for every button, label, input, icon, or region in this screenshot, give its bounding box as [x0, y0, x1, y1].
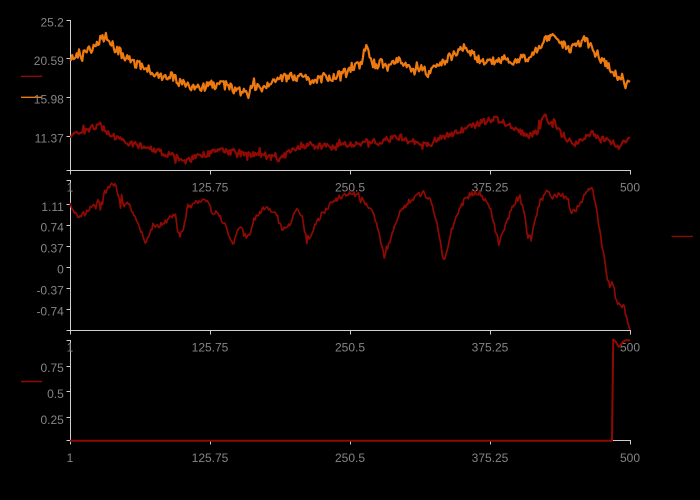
x-tick-label-bottom-0: 1 [67, 451, 74, 465]
y-tick-label-bottom-1: 0.5 [47, 387, 64, 401]
series-line-top-0 [69, 113, 631, 165]
y-tick-label-middle-1: 0.74 [40, 221, 64, 235]
x-tick-label-bottom-4: 500 [620, 451, 640, 465]
x-tick-label-middle-2: 250.5 [335, 340, 365, 354]
series-line-bottom-0 [70, 338, 631, 442]
y-tick-label-middle-2: 0.37 [40, 242, 64, 256]
x-tick-label-middle-1: 125.75 [192, 340, 229, 354]
y-tick-label-top-2: 15.98 [34, 93, 64, 107]
y-tick-label-middle-5: -0.74 [36, 304, 64, 318]
x-tick-label-top-0: 1 [67, 180, 74, 194]
legends-layer [21, 75, 693, 383]
x-tick-label-top-1: 125.75 [192, 180, 229, 194]
series-line-top-1 [69, 31, 631, 100]
y-tick-label-top-1: 20.59 [34, 54, 64, 68]
x-tick-label-top-4: 500 [620, 180, 640, 194]
x-tick-label-bottom-2: 250.5 [335, 451, 365, 465]
y-tick-label-middle-4: -0.37 [36, 284, 64, 298]
y-tick-label-bottom-2: 0.25 [40, 413, 64, 427]
series-layer [69, 31, 631, 442]
x-tick-label-middle-0: 1 [67, 340, 74, 354]
y-tick-label-middle-3: 0 [57, 263, 64, 277]
y-tick-label-middle-0: 1.11 [41, 200, 64, 214]
x-tick-label-top-3: 375.25 [472, 180, 509, 194]
y-tick-label-bottom-0: 0.75 [40, 361, 64, 375]
x-tick-label-top-2: 250.5 [335, 180, 365, 194]
x-tick-label-bottom-1: 125.75 [192, 451, 229, 465]
y-tick-label-top-0: 25.2 [40, 15, 64, 29]
x-tick-label-middle-3: 375.25 [472, 340, 509, 354]
x-tick-label-bottom-3: 375.25 [472, 451, 509, 465]
x-tick-label-middle-4: 500 [620, 340, 640, 354]
series-line-middle-0 [69, 182, 631, 330]
tick-labels-layer: 25.2 20.59 15.98 11.37 1 125.75 250.5 375.25 500… [34, 15, 641, 465]
y-tick-label-top-3: 11.37 [35, 131, 64, 145]
